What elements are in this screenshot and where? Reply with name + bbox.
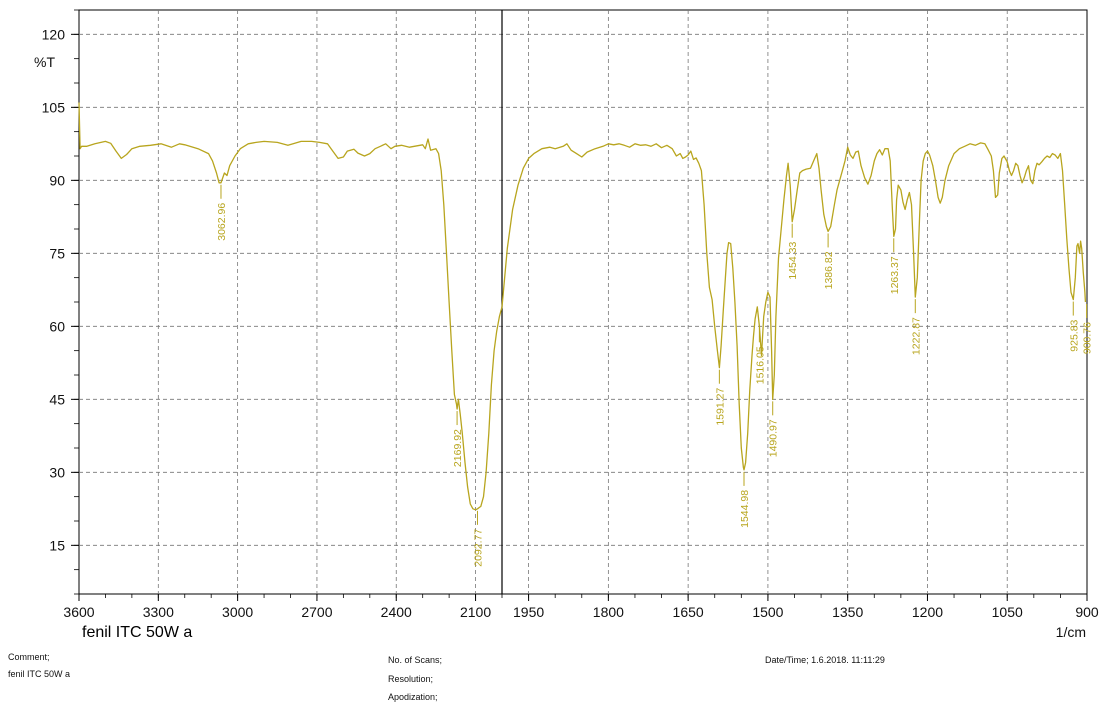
x-tick-label: 2100 <box>460 604 491 620</box>
x-tick-labels: 3600 3300 3000 2700 2400 2100 1950 1800 1650 1500… <box>63 604 1098 620</box>
peak-label: 1454.33 <box>787 242 799 280</box>
x-tick-label: 3000 <box>222 604 253 620</box>
y-tick-labels: 15 30 45 60 75 90 105 120 <box>42 26 66 553</box>
x-tick-label: 1350 <box>832 604 863 620</box>
y-tick-label: 30 <box>49 464 65 480</box>
grid <box>79 10 1087 594</box>
ir-spectrum-chart: 3600 3300 3000 2700 2400 2100 1950 1800 1650 1500… <box>34 9 1099 640</box>
x-tick-label: 1950 <box>513 604 544 620</box>
scans-label: No. of Scans; <box>388 655 443 665</box>
peak-label: 2169.92 <box>452 429 464 467</box>
y-tick-label: 105 <box>42 99 66 115</box>
y-tick-label: 60 <box>49 318 65 334</box>
x-tick-label: 3600 <box>63 604 94 620</box>
y-tick-label: 75 <box>49 245 65 261</box>
peak-label: 1386.82 <box>823 251 835 289</box>
peak-label: 900.76 <box>1082 322 1094 354</box>
y-tick-label: 15 <box>49 537 65 553</box>
x-axis-label: 1/cm <box>1056 624 1086 640</box>
peak-label: 925.83 <box>1068 319 1080 351</box>
sample-name-label: fenil ITC 50W a <box>82 624 192 640</box>
peak-markers: 3062.96 2169.92 2092.77 1591.27 1544.98 1516.… <box>216 184 1094 567</box>
datetime-label: Date/Time; 1.6.2018. 11:11:29 <box>765 655 885 665</box>
resolution-label: Resolution; <box>388 674 434 684</box>
peak-label: 1222.87 <box>910 317 922 355</box>
x-tick-label: 2400 <box>381 604 412 620</box>
peak-label: 1544.98 <box>739 490 751 528</box>
x-tick-label: 3300 <box>143 604 174 620</box>
comment-label: Comment; <box>8 652 50 662</box>
x-tick-label: 2700 <box>301 604 332 620</box>
x-tick-label: 1500 <box>752 604 783 620</box>
spectrum-line <box>78 102 1087 511</box>
x-tick-label: 1800 <box>593 604 624 620</box>
y-tick-label: 120 <box>42 26 66 42</box>
y-tick-label: 45 <box>49 391 65 407</box>
x-tick-label: 1650 <box>673 604 704 620</box>
plot-area <box>78 9 1088 595</box>
peak-label: 1263.37 <box>889 256 901 294</box>
comment-value: fenil ITC 50W a <box>8 669 71 679</box>
peak-label: 1591.27 <box>714 388 726 426</box>
peak-label: 1516.05 <box>754 346 766 384</box>
y-axis-label: %T <box>34 54 55 70</box>
peak-label: 1490.97 <box>768 419 780 457</box>
x-tick-label: 900 <box>1075 604 1099 620</box>
minor-ticks <box>71 9 1088 601</box>
x-tick-label: 1050 <box>992 604 1023 620</box>
x-tick-label: 1200 <box>912 604 943 620</box>
apodization-label: Apodization; <box>388 692 438 702</box>
peak-label: 2092.77 <box>473 529 485 567</box>
y-tick-label: 90 <box>49 172 65 188</box>
peak-label: 3062.96 <box>216 203 228 241</box>
